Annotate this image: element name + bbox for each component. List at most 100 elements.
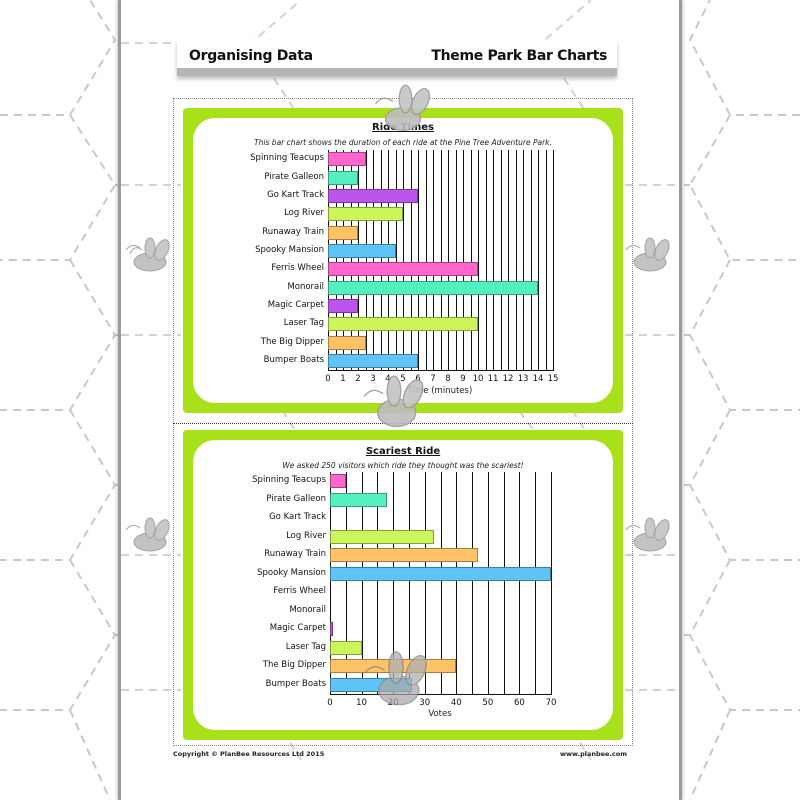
x-tick-label: 15 (547, 374, 559, 384)
ride-times-x-axis-title: Time (minutes) (407, 386, 473, 396)
gridline (530, 150, 532, 370)
scariest-ride-x-axis-title: Votes (428, 709, 452, 719)
ride-times-card-inner: Ride Times This bar chart shows the dura… (193, 118, 613, 403)
category-label: Spooky Mansion (257, 567, 326, 578)
category-label: The Big Dipper (260, 336, 324, 347)
category-label: Pirate Galleon (264, 171, 324, 182)
category-label: Runaway Train (262, 226, 324, 237)
gridline (373, 150, 374, 370)
gridline (418, 150, 419, 370)
copyright-text: Copyright © PlanBee Resources Ltd 2015 (173, 750, 325, 758)
gridline (345, 472, 347, 694)
gridline (380, 150, 382, 370)
scariest-ride-title: Scariest Ride (365, 446, 441, 457)
x-tick-label: 50 (482, 698, 494, 708)
scariest-ride-plot (330, 472, 552, 695)
x-tick-label: 60 (514, 698, 525, 708)
ride-times-card: Ride Times This bar chart shows the dura… (183, 108, 623, 413)
bar (328, 262, 478, 277)
gridline (408, 472, 410, 694)
gridline (485, 150, 487, 370)
category-label: Spinning Teacups (252, 475, 326, 486)
category-label: Log River (284, 208, 324, 219)
scariest-ride-subtitle: We asked 250 visitors which ride they th… (282, 461, 524, 470)
category-label: Magic Carpet (269, 623, 326, 634)
bee-icon (375, 84, 431, 131)
bar (330, 566, 551, 581)
x-tick-label: 13 (517, 374, 529, 384)
gridline (440, 150, 442, 370)
x-tick-label: 40 (450, 698, 462, 708)
bar (328, 188, 418, 203)
ride-times-subtitle: This bar chart shows the duration of eac… (254, 138, 552, 147)
category-label: Ferris Wheel (271, 263, 324, 274)
x-tick-label: 0 (325, 374, 331, 384)
gridline (551, 472, 552, 694)
bar (330, 474, 346, 489)
category-label: Pirate Galleon (266, 493, 326, 504)
bar (328, 353, 418, 368)
x-tick-label: 7 (430, 374, 436, 384)
website-link[interactable]: www.planbee.com (560, 750, 627, 758)
gridline (395, 150, 397, 370)
bar (328, 317, 478, 332)
category-label: Bumper Boats (263, 354, 324, 365)
category-label: Monorail (289, 604, 326, 615)
bee-icon (364, 651, 427, 706)
gridline (365, 150, 367, 370)
category-label: Go Kart Track (267, 189, 324, 200)
x-tick-label: 0 (327, 698, 333, 708)
gridline (335, 150, 337, 370)
ride-times-plot (328, 150, 554, 371)
x-tick-label: 10 (356, 698, 367, 708)
bar (330, 548, 479, 563)
gridline (455, 150, 457, 370)
x-tick-label: 70 (545, 698, 557, 708)
gridline (538, 150, 539, 370)
category-label: Runaway Train (264, 549, 326, 560)
gridline (472, 472, 474, 694)
x-tick-label: 6 (415, 374, 421, 384)
bar (328, 170, 358, 185)
x-tick-label: 30 (419, 698, 431, 708)
header-banner: Organising Data Theme Park Bar Charts (177, 40, 617, 76)
gridline (515, 150, 517, 370)
x-tick-label: 4 (385, 374, 391, 384)
gridline (424, 472, 426, 694)
bar (330, 492, 387, 507)
x-tick-label: 8 (445, 374, 451, 384)
category-label: Laser Tag (283, 318, 324, 329)
x-tick-label: 9 (460, 374, 466, 384)
bar (328, 280, 538, 295)
x-tick-label: 11 (487, 374, 499, 384)
bee-icon (125, 237, 170, 272)
gridline (361, 472, 363, 694)
category-label: The Big Dipper (262, 660, 326, 671)
x-tick-label: 12 (502, 374, 514, 384)
x-tick-label: 2 (355, 374, 361, 384)
gridline (393, 472, 395, 694)
bar (328, 243, 396, 258)
bar (330, 529, 435, 544)
gridline (388, 150, 389, 370)
gridline (519, 472, 521, 694)
gridline (493, 150, 494, 370)
gridline (523, 150, 524, 370)
bar (328, 152, 366, 167)
bee-icon (363, 375, 424, 428)
gridline (500, 150, 502, 370)
bee-icon (625, 517, 670, 552)
gridline (487, 472, 489, 694)
x-axis-line (328, 370, 554, 371)
gridline (535, 472, 537, 694)
bar (330, 622, 334, 637)
gridline (425, 150, 427, 370)
gridline (553, 150, 554, 370)
gridline (358, 150, 359, 370)
x-tick-label: 5 (400, 374, 406, 384)
x-axis-line (330, 694, 552, 695)
x-tick-label: 10 (472, 374, 484, 384)
gridline (440, 472, 442, 694)
gridline (330, 472, 331, 694)
gridline (478, 150, 479, 370)
